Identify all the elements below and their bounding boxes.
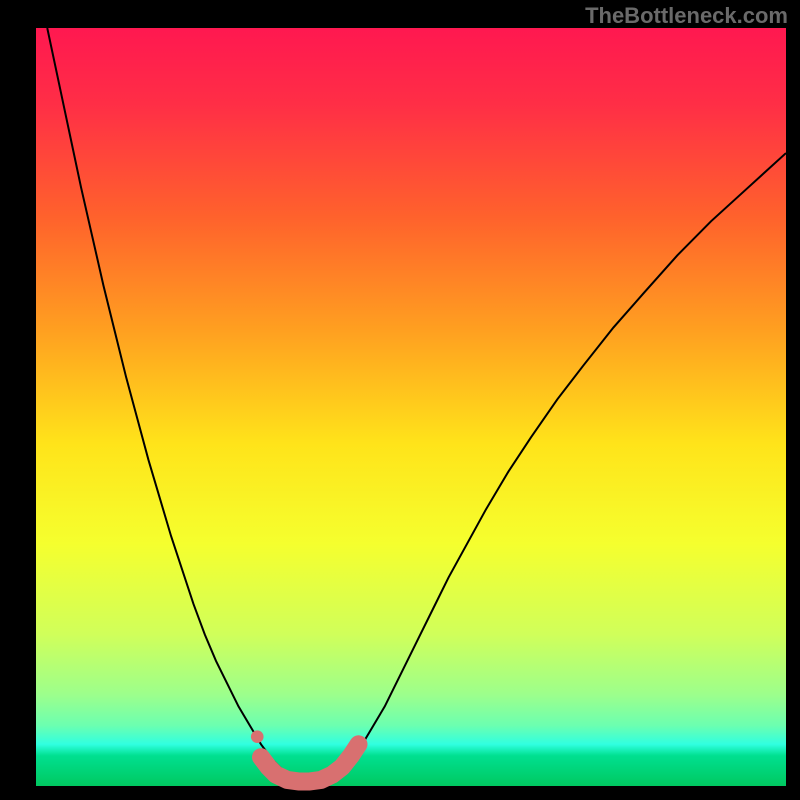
- plot-background: [36, 28, 786, 786]
- bottleneck-chart: [0, 0, 800, 800]
- highlight-dot: [251, 730, 264, 743]
